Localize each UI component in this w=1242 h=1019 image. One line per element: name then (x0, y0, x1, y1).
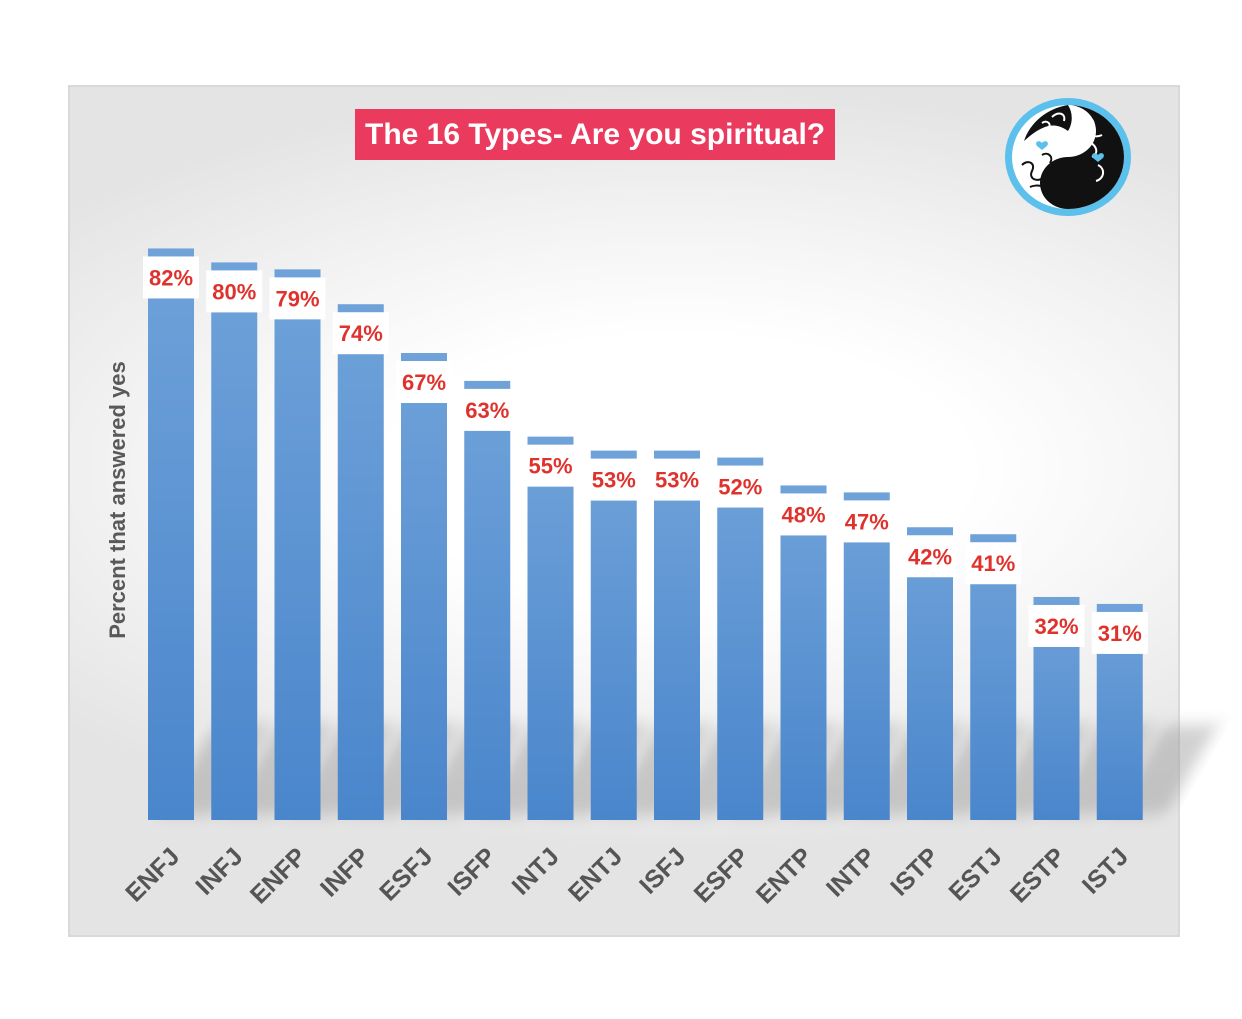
bar (843, 492, 890, 820)
bar-label-box (585, 458, 642, 501)
x-tick-label: ENFP (245, 842, 312, 909)
bar (148, 248, 194, 820)
bar-value-label: 32% (1034, 614, 1078, 639)
x-tick-label: ENTJ (563, 842, 628, 907)
bar-value-label: 80% (212, 279, 256, 304)
bar-value-label: 41% (971, 551, 1015, 576)
x-tick-label: ESFP (689, 842, 755, 908)
bar (464, 380, 511, 820)
bar-label-box (206, 270, 263, 313)
bar-value-label: 53% (655, 468, 699, 493)
bar-label-box (522, 444, 579, 487)
bar-value-label: 48% (781, 502, 825, 527)
bar-value-label: 42% (908, 544, 952, 569)
bar-label-box (902, 535, 958, 578)
x-tick-label: ESFJ (374, 842, 438, 906)
bar-label-box (269, 277, 326, 320)
bar (527, 436, 574, 820)
bar (211, 262, 258, 820)
x-tick-label: ISTJ (1077, 842, 1134, 899)
bar-value-label: 55% (528, 454, 572, 479)
bar (780, 485, 827, 820)
bar-value-label: 53% (592, 468, 636, 493)
x-tick-label: ISFP (442, 842, 501, 901)
bar-label-box (838, 500, 895, 543)
bar (717, 457, 764, 820)
bar-label-box (143, 256, 199, 299)
bar-label-box (649, 458, 705, 501)
yin-yang-brain-icon (1005, 98, 1131, 216)
bar-label-box (965, 542, 1022, 585)
bar-label-box (332, 312, 389, 355)
bar-value-label: 47% (845, 509, 889, 534)
bar-value-label: 63% (465, 398, 509, 423)
chart-title: The 16 Types- Are you spiritual? (355, 109, 836, 160)
x-tick-label: ISFJ (634, 842, 691, 899)
bar (337, 304, 384, 821)
x-tick-label: INFP (315, 842, 375, 902)
bars: 82% 80% 79% 74% 67% 63% 55% 53% 53% 52% 48% 47% 42% 4… (143, 248, 1148, 821)
bar-label-box (712, 465, 769, 508)
x-tick-label: ENTP (751, 842, 818, 909)
x-tick-label: ESTP (1005, 842, 1071, 908)
bar-value-label: 52% (718, 475, 762, 500)
bar (401, 353, 447, 820)
x-tick-label: ISTP (885, 842, 944, 901)
x-tick-label: INTP (821, 842, 881, 902)
bar-value-label: 79% (275, 286, 319, 311)
x-tick-label: INTJ (507, 842, 565, 900)
bar-value-label: 82% (149, 265, 193, 290)
bar-label-box (1091, 611, 1148, 654)
x-tick-label: ENFJ (120, 842, 185, 907)
bar-value-label: 74% (339, 321, 383, 346)
bar-value-label: 67% (402, 370, 446, 395)
x-tick-label: INFJ (190, 842, 248, 900)
bar (274, 269, 321, 820)
bar-label-box (459, 388, 516, 431)
x-tick-label: ESTJ (943, 842, 1007, 906)
bar-label-box (775, 493, 832, 536)
bar (590, 450, 637, 820)
bar-value-label: 31% (1098, 621, 1142, 646)
bar-label-box (1028, 604, 1085, 647)
bar-label-box (396, 361, 452, 404)
bar (654, 450, 700, 820)
